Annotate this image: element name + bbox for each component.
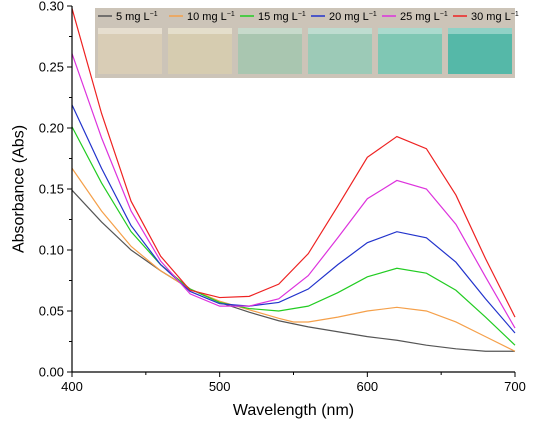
legend-label-30: 30 mg L−1	[471, 11, 519, 23]
series-line-30	[71, 8, 516, 318]
series-line-25	[71, 53, 516, 329]
vial	[378, 28, 442, 74]
legend-label-15: 15 mg L−1	[258, 11, 306, 23]
series-line-5	[71, 189, 515, 352]
inset-background	[95, 8, 515, 78]
vial	[308, 28, 372, 74]
vial-meniscus	[308, 28, 372, 34]
series-layer	[71, 8, 516, 352]
vial-meniscus	[448, 28, 512, 34]
legend-label-10: 10 mg L−1	[187, 11, 235, 23]
vial-meniscus	[238, 28, 302, 34]
y-tick-label: 0.20	[39, 121, 64, 136]
y-tick-label: 0.05	[39, 304, 64, 319]
y-tick-label: 0.00	[39, 365, 64, 380]
vial	[98, 28, 162, 74]
series-line-15	[71, 126, 516, 346]
x-tick-label: 400	[61, 379, 83, 394]
y-tick-label: 0.15	[39, 182, 64, 197]
y-tick-label: 0.10	[39, 243, 64, 258]
vial	[168, 28, 232, 74]
vial-photo-inset	[95, 8, 515, 78]
vial	[448, 28, 512, 74]
legend: 5 mg L−1 10 mg L−1 15 mg L−1 20 mg L−1 25 mg…	[98, 11, 519, 23]
legend-label-20: 20 mg L−1	[329, 11, 377, 23]
vial-meniscus	[98, 28, 162, 34]
legend-label-25: 25 mg L−1	[400, 11, 448, 23]
y-tick-label: 0.30	[39, 0, 64, 14]
series-line-20	[71, 104, 516, 334]
vial-meniscus	[378, 28, 442, 34]
vial-meniscus	[168, 28, 232, 34]
axes: 400 500 600 700 0.00 0.05 0.10 0.15 0.20 0.25 0.30	[39, 0, 526, 394]
series-line-10	[71, 167, 516, 352]
y-axis-title: Absorbance (Abs)	[11, 125, 28, 253]
x-axis-title: Wavelength (nm)	[233, 402, 354, 419]
vial	[238, 28, 302, 74]
x-tick-label: 500	[209, 379, 231, 394]
legend-label-5: 5 mg L−1	[116, 11, 158, 23]
x-tick-label: 600	[356, 379, 378, 394]
y-tick-label: 0.25	[39, 60, 64, 75]
x-tick-label: 700	[504, 379, 526, 394]
